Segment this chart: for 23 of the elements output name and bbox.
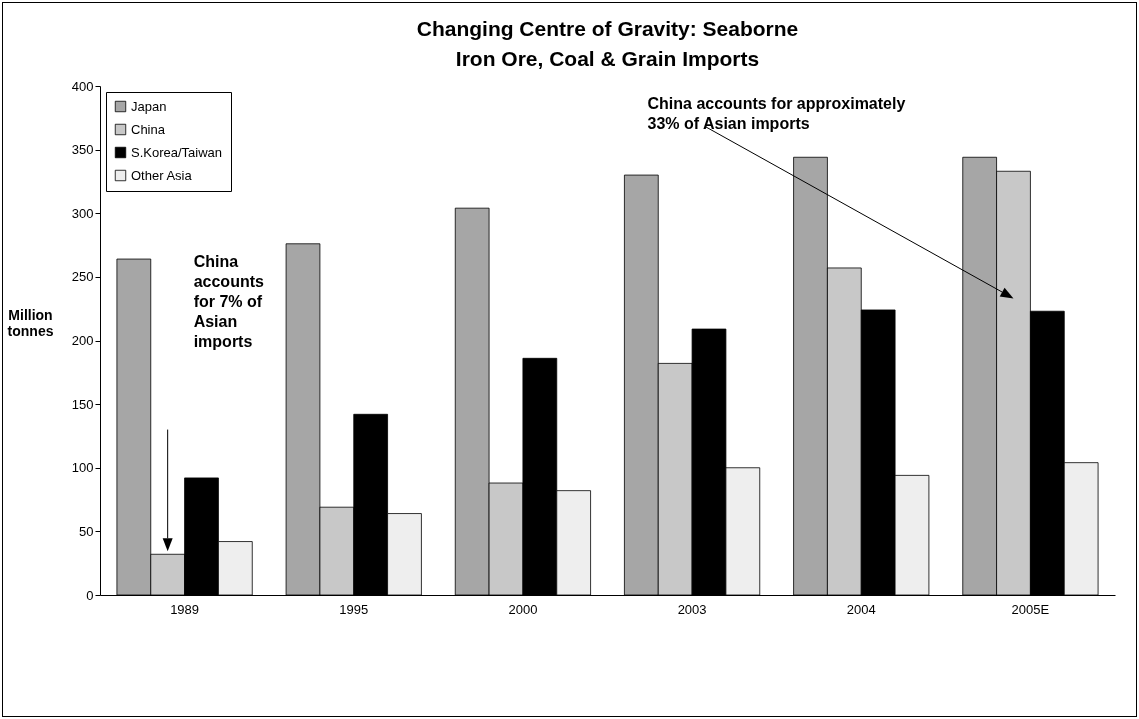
y-tick-label: 350 (71, 142, 94, 158)
y-tick-label: 250 (71, 269, 94, 285)
y-tick-label: 400 (71, 78, 94, 94)
x-tick-label: 2000 (508, 601, 538, 617)
x-tick-label: 2004 (846, 601, 876, 617)
legend-label: Japan (131, 98, 167, 114)
x-tick-label: 2003 (677, 601, 707, 617)
y-tick-label: 300 (71, 205, 94, 221)
annotation: China accounts for approximately 33% of Asian imports (647, 95, 906, 133)
y-tick-label: 100 (71, 460, 94, 476)
chart-title: Changing Centre of Gravity: Seaborne Iron Ore, Coal & Grain Imports (416, 17, 799, 70)
x-tick-label: 1989 (170, 601, 200, 617)
y-axis-title: Million tonnes (7, 306, 54, 339)
annotation: China accounts for 7% of Asian imports (193, 252, 265, 350)
y-tick-label: 0 (86, 587, 94, 603)
y-tick-label: 50 (79, 523, 94, 539)
legend-label: China (131, 121, 166, 137)
y-tick-label: 200 (71, 333, 94, 348)
x-tick-label: 2005E (1011, 601, 1050, 617)
y-tick-label: 150 (71, 396, 94, 412)
x-tick-label: 1995 (339, 601, 369, 617)
legend-label: Other Asia (131, 167, 193, 183)
legend-label: S.Korea/Taiwan (131, 144, 223, 160)
